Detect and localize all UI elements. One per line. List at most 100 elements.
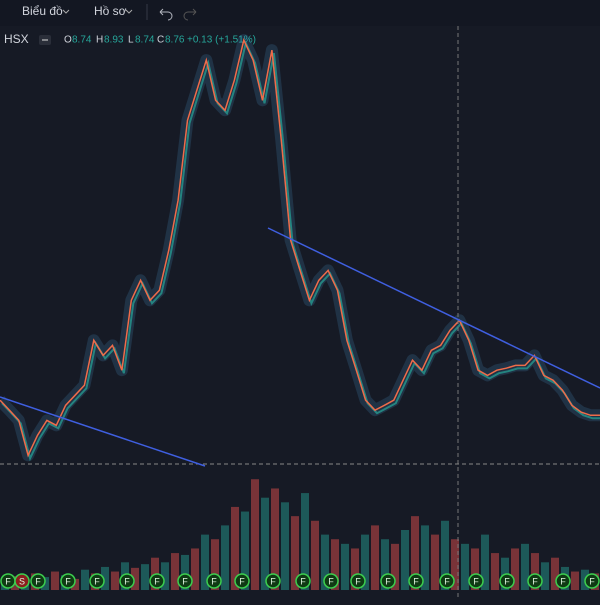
event-marker: [119, 573, 135, 589]
event-marker: [499, 573, 515, 589]
volume-bar: [521, 543, 529, 590]
event-label: F: [35, 576, 41, 586]
event-label: F: [154, 576, 160, 586]
volume-bar: [481, 534, 489, 590]
volume-bar: [451, 539, 459, 590]
chevron: [125, 9, 133, 14]
event-marker: [584, 573, 600, 589]
volume-bar: [571, 571, 579, 590]
event-label: F: [413, 576, 419, 586]
volume-bar: [201, 534, 209, 590]
trend-line[interactable]: [0, 396, 206, 467]
volume-bar: [311, 520, 319, 590]
volume-bar: [301, 493, 309, 590]
label: C: [157, 35, 164, 46]
value: 8.76: [165, 35, 185, 46]
event-label: F: [532, 576, 538, 586]
event-marker: [60, 573, 76, 589]
event-marker: [89, 573, 105, 589]
redo-button[interactable]: [183, 8, 197, 21]
event-label: F: [5, 576, 11, 586]
event-label: F: [473, 576, 479, 586]
volume-bar: [271, 488, 279, 590]
event-label: F: [504, 576, 510, 586]
event-marker: [295, 573, 311, 589]
event-label: F: [328, 576, 334, 586]
volume-bar: [81, 569, 89, 590]
volume-bar: [551, 557, 559, 590]
volume-bar: [321, 534, 329, 590]
event-label: F: [300, 576, 306, 586]
event-marker: [380, 573, 396, 589]
event-marker: [555, 573, 571, 589]
volume-bar: [491, 553, 499, 590]
event-marker: [265, 573, 281, 589]
event-label: F: [94, 576, 100, 586]
volume-bar: [341, 543, 349, 590]
volume-bar: [391, 543, 399, 590]
volume-bar: [541, 562, 549, 590]
volume-bar: [381, 539, 389, 590]
event-marker: [14, 573, 30, 589]
volume-bar: [111, 571, 119, 590]
volume-bar: [261, 497, 269, 590]
event-label: F: [355, 576, 361, 586]
volume-bar: [131, 567, 139, 590]
event-marker: [408, 573, 424, 589]
volume-bar: [251, 479, 259, 590]
profile-menu[interactable]: Hồ sơ: [94, 4, 127, 18]
event-label: F: [124, 576, 130, 586]
event-label: F: [65, 576, 71, 586]
chart-menu[interactable]: Biểu đồ: [22, 4, 63, 18]
event-label: F: [211, 576, 217, 586]
event-label: F: [589, 576, 595, 586]
value: 8.74: [135, 35, 155, 46]
label: L: [128, 35, 134, 46]
event-marker: [527, 573, 543, 589]
volume-bar: [191, 548, 199, 590]
volume-bar: [181, 554, 189, 590]
value: 8.93: [104, 35, 124, 46]
volume-bar: [291, 516, 299, 590]
undo-button[interactable]: [159, 8, 173, 21]
volume-bar: [171, 553, 179, 590]
volume-bar: [351, 548, 359, 590]
event-marker: [468, 573, 484, 589]
label: O: [64, 35, 72, 46]
price-band: [0, 34, 600, 462]
event-marker: [206, 573, 222, 589]
volume-bar: [371, 525, 379, 590]
event-label: F: [270, 576, 276, 586]
price-line: [0, 37, 600, 458]
volume-bar: [411, 516, 419, 590]
volume-bar: [71, 578, 79, 590]
volume-bar: [441, 520, 449, 590]
event-marker: [177, 573, 193, 589]
volume-bar: [361, 534, 369, 590]
value: 8.74: [72, 35, 92, 46]
event-label: F: [444, 576, 450, 586]
event-marker: [350, 573, 366, 589]
volume-bar: [401, 530, 409, 590]
symbol: HSX: [4, 32, 29, 46]
label: H: [96, 35, 103, 46]
volume-bar: [281, 502, 289, 590]
event-label: F: [182, 576, 188, 586]
event-marker: [323, 573, 339, 589]
event-marker: [149, 573, 165, 589]
event-marker: [439, 573, 455, 589]
event-marker: [30, 573, 46, 589]
change: +0.13 (+1.51%): [187, 35, 256, 46]
volume-bar: [531, 553, 539, 590]
chevron: [62, 9, 70, 14]
volume-bar: [101, 566, 109, 590]
volume-bar: [331, 539, 339, 590]
volume-bar: [511, 548, 519, 590]
price-line-fast: [1, 40, 600, 462]
volume-bar: [421, 525, 429, 590]
trend-line[interactable]: [267, 227, 600, 389]
volume-bar: [431, 534, 439, 590]
volume-bar: [161, 562, 169, 590]
event-marker: [234, 573, 250, 589]
